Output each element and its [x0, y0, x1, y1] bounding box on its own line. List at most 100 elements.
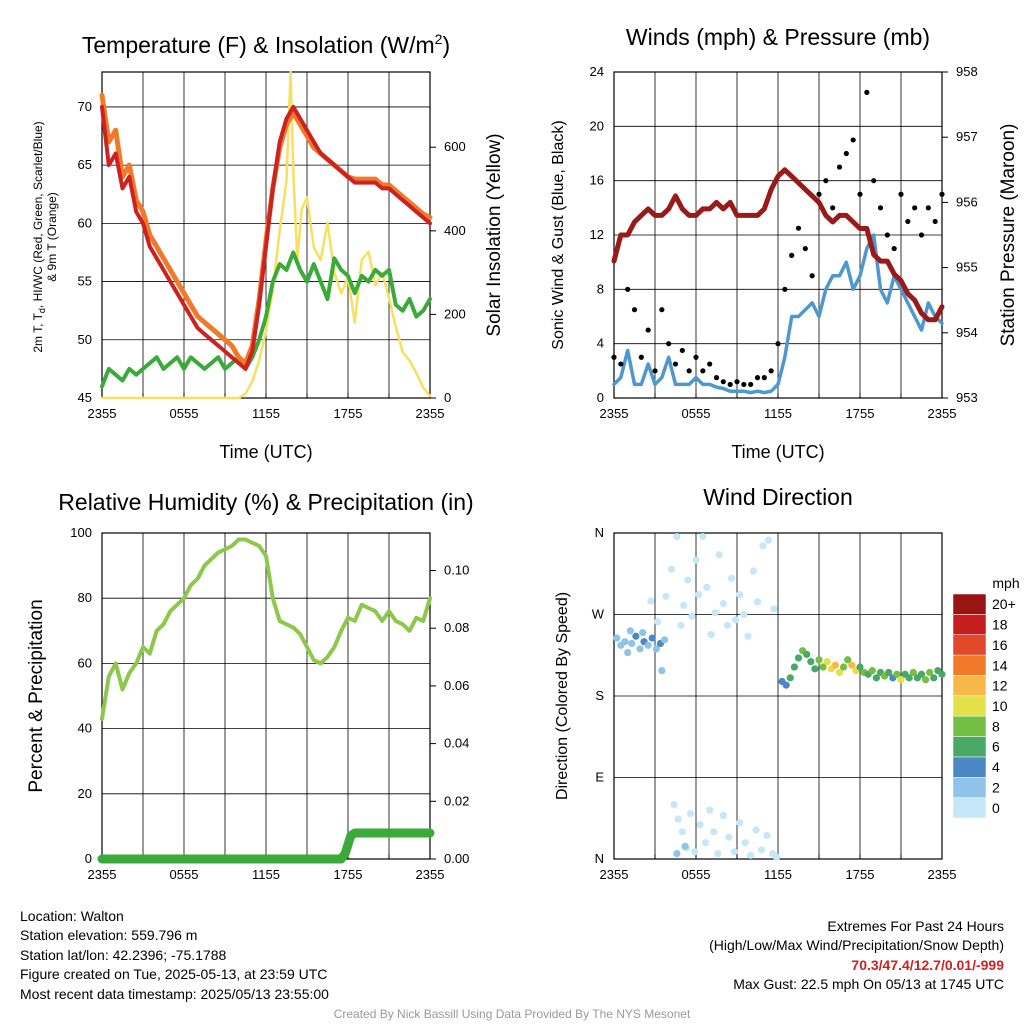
gust-point [802, 245, 808, 252]
extremes-title: Extremes For Past 24 Hours [827, 918, 1004, 934]
colorbar: 0 2 4 6 8 10 12 14 16 18 20+ [952, 593, 1016, 819]
gust-point [816, 191, 822, 197]
direction-point [773, 853, 781, 861]
y-tick-label: N [595, 525, 604, 540]
gust-point [748, 381, 754, 388]
y-tick-label: 20 [590, 118, 604, 133]
gust-point [891, 245, 897, 252]
x-tick-label: 1755 [334, 867, 363, 882]
x-tick-label: 1755 [846, 406, 875, 421]
direction-point [893, 670, 901, 678]
y2-tick-label: 0 [444, 390, 451, 405]
direction-point [807, 657, 815, 666]
direction-point [803, 650, 811, 658]
colorbar-label: 8 [992, 718, 1000, 734]
direction-point [938, 670, 946, 678]
y-tick-label: E [595, 770, 604, 785]
dewpoint-line [100, 250, 432, 389]
gust-point [836, 164, 843, 170]
direction-point [844, 656, 852, 664]
wind-panel-title: Winds (mph) & Pressure (mb) [626, 24, 930, 50]
gust-point [898, 191, 904, 197]
direction-point [667, 565, 676, 573]
y2-tick-label: 954 [956, 325, 978, 340]
location-text: Location: Walton [20, 908, 124, 924]
wind-xlabel: Time (UTC) [731, 442, 824, 462]
direction-point [786, 674, 794, 682]
extremes-description: (High/Low/Max Wind/Precipitation/Snow De… [709, 937, 1004, 954]
colorbar-label: 12 [992, 678, 1008, 694]
direction-point [691, 848, 699, 856]
direction-point [719, 811, 727, 820]
direction-point [749, 567, 758, 575]
y-tick-label: 100 [70, 525, 92, 540]
gust-point [768, 368, 774, 374]
latlon-text: Station lat/lon: 42.2396; -75.1788 [20, 946, 227, 963]
colorbar-label: 2 [992, 779, 1000, 795]
x-tick-label: 2355 [928, 406, 957, 421]
direction-point [868, 667, 876, 675]
direction-point [658, 667, 666, 675]
gust-point [700, 368, 706, 374]
y-tick-label: 0 [597, 390, 604, 405]
plot-frame [613, 71, 943, 399]
x-tick-label: 2355 [600, 867, 629, 882]
credit-text: Created By Nick Bassill Using Data Provi… [333, 1007, 691, 1021]
y2-tick-label: 0.00 [444, 851, 469, 866]
direction-point [752, 826, 760, 834]
direction-point [654, 618, 662, 626]
direction-point [707, 630, 715, 639]
gust-point [775, 341, 781, 347]
direction-point [703, 583, 711, 591]
y2-tick-label: 956 [956, 194, 978, 209]
direction-point [856, 663, 864, 671]
direction-point [677, 621, 685, 629]
direction-point [695, 590, 703, 599]
direction-point [741, 839, 749, 847]
y-tick-label: 8 [597, 281, 604, 296]
x-tick-label: 0555 [682, 867, 711, 882]
colorbar-label: 18 [992, 617, 1008, 633]
direction-point [725, 833, 733, 841]
direction-point [636, 645, 644, 653]
gust-point [625, 286, 631, 292]
humidity-panel: 2355 0555 1155 1755 23550204060801000.000.02… [70, 525, 469, 882]
x-tick-label: 1755 [846, 867, 875, 882]
direction-point [885, 668, 893, 677]
gust-point [789, 252, 795, 258]
max-gust-text: Max Gust: 22.5 mph On 05/13 at 1745 UTC [733, 976, 1004, 993]
x-tick-label: 1155 [252, 867, 280, 882]
direction-point [670, 801, 678, 809]
y2-tick-label: 0.04 [444, 736, 469, 751]
colorbar-title: mph [992, 575, 1019, 591]
rh-panel-title: Relative Humidity (%) & Precipitation (i… [58, 489, 473, 515]
dir-ylabel-left: Direction (Colored By Speed) [554, 592, 571, 800]
direction-point [639, 629, 647, 637]
y-tick-label: 40 [78, 721, 92, 736]
gust-point [686, 368, 692, 374]
y-tick-label: 60 [78, 215, 92, 230]
direction-point [632, 632, 640, 640]
x-tick-label: 1155 [252, 406, 280, 421]
x-tick-label: 2355 [416, 406, 445, 421]
direction-point [647, 597, 655, 605]
gust-point [727, 381, 733, 388]
wind-ylabel-left: Sonic Wind & Gust (Blue, Black) [550, 120, 567, 349]
colorbar-swatch [952, 797, 987, 819]
direction-point [905, 674, 913, 682]
gust-point [693, 354, 699, 360]
y-tick-label: N [595, 851, 604, 866]
gust-point [741, 381, 747, 388]
direction-point [753, 598, 762, 606]
x-tick-label: 1155 [764, 406, 792, 421]
y2-tick-label: 0.06 [444, 678, 469, 693]
y2-tick-label: 957 [956, 129, 978, 144]
y2-tick-label: 600 [444, 139, 466, 154]
y2-tick-label: 0.02 [444, 793, 469, 808]
x-tick-label: 2355 [416, 867, 445, 882]
gust-point [720, 379, 726, 385]
temp-ylabel-right: Solar Insolation (Yellow) [484, 133, 505, 336]
direction-point [696, 820, 704, 829]
colorbar-swatch [952, 675, 987, 697]
